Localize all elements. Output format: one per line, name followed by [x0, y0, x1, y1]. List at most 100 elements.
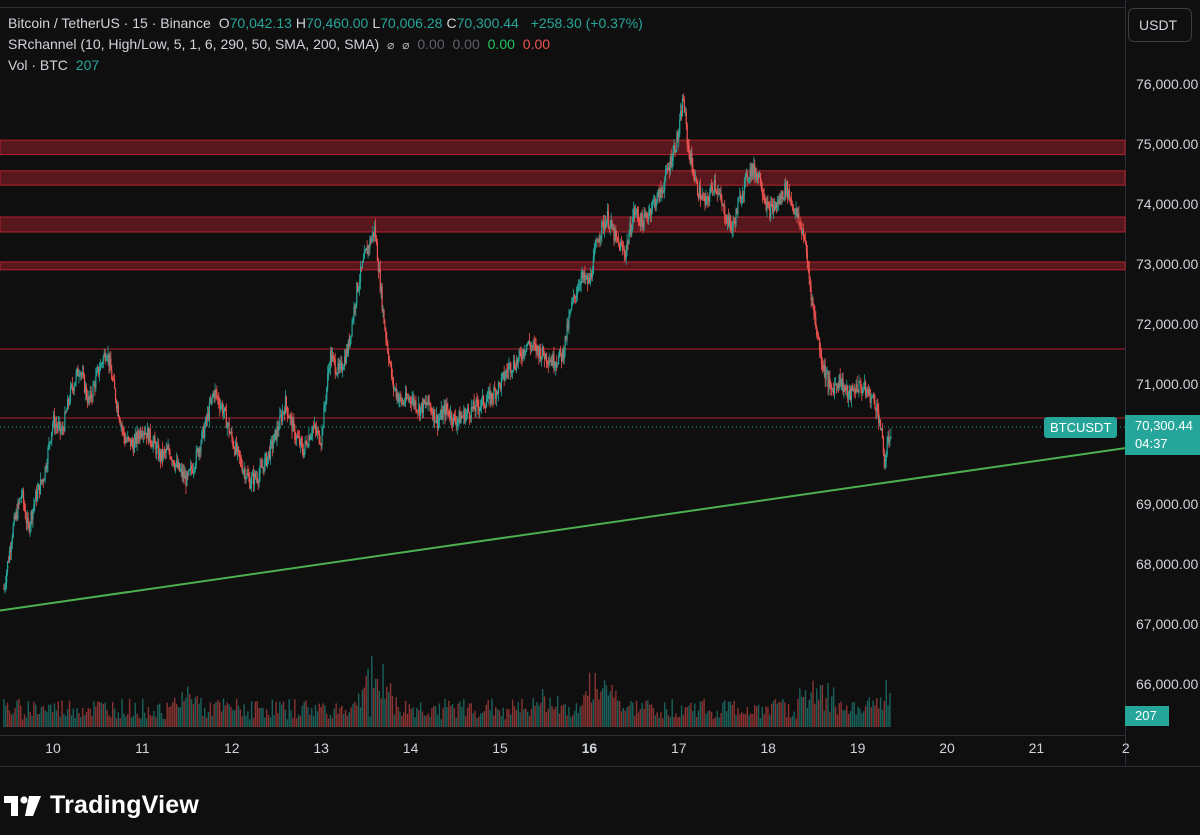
candle-body-914 [861, 388, 863, 394]
volume-bar-436 [821, 685, 824, 727]
candle-body-464 [438, 418, 440, 420]
candle-body-849 [800, 223, 802, 225]
volume-bar-8 [18, 698, 20, 727]
candle-body-673 [634, 212, 637, 215]
volume-bar-153 [290, 710, 292, 727]
candle-body-770 [726, 221, 728, 223]
volume-bar-417 [786, 717, 788, 727]
volume-bar-201 [380, 698, 382, 727]
volume-bar-215 [406, 713, 409, 727]
indicator-legend[interactable]: SRchannel (10, High/Low, 5, 1, 6, 290, 5… [8, 34, 554, 55]
symbol-title[interactable]: Bitcoin / TetherUS · 15 · Binance [8, 15, 211, 31]
candle-body-115 [111, 370, 113, 380]
candle-body-734 [692, 164, 694, 175]
candle-body-293 [278, 428, 280, 431]
volume-bar-163 [309, 714, 311, 727]
volume-bar-60 [115, 718, 118, 727]
candle-body-430 [406, 397, 409, 399]
volume-bar-354 [667, 715, 670, 727]
volume-bar-375 [707, 711, 709, 727]
volume-bar-401 [755, 706, 758, 727]
ascending-trendline[interactable] [0, 447, 1126, 612]
volume-bar-140 [265, 709, 268, 727]
volume-bar-29 [57, 701, 59, 727]
candle-body-331 [313, 424, 316, 428]
volume-bar-155 [294, 699, 296, 727]
candle-body-291 [276, 427, 278, 441]
candle-body-814 [767, 202, 769, 205]
candle-body-858 [808, 268, 810, 279]
visibility-off-icon[interactable]: ⌀ [387, 38, 395, 52]
candle-body-938 [883, 453, 885, 468]
symbol-legend[interactable]: Bitcoin / TetherUS · 15 · Binance O70,04… [8, 13, 647, 33]
volume-price-label: 207 [1125, 706, 1169, 726]
volume-bar-83 [158, 703, 161, 727]
candle-body-189 [180, 468, 182, 470]
volume-bar-61 [117, 712, 120, 727]
indicator-name[interactable]: SRchannel (10, High/Low, 5, 1, 6, 290, 5… [8, 36, 380, 52]
volume-bar-470 [885, 680, 887, 727]
candle-body-625 [589, 273, 592, 284]
price-change: +258.30 (+0.37%) [530, 15, 643, 31]
candle-body-391 [370, 238, 372, 243]
volume-bar-321 [605, 685, 608, 727]
volume-legend[interactable]: Vol · BTC 207 [8, 55, 103, 75]
candle-body-916 [863, 388, 865, 391]
candle-body-661 [623, 248, 625, 255]
volume-bar-409 [770, 703, 773, 727]
candle-body-894 [842, 378, 844, 393]
candle-body-69 [68, 398, 70, 404]
candle-body-284 [269, 441, 272, 459]
candle-body-584 [551, 360, 553, 366]
candle-body-642 [605, 220, 608, 228]
candle-body-743 [700, 199, 702, 201]
candle-body-382 [361, 262, 364, 268]
candle-body-24 [25, 518, 27, 524]
candle-body-414 [391, 377, 394, 379]
candle-body-757 [713, 180, 716, 191]
candle-body-184 [175, 460, 178, 464]
volume-bar-130 [247, 711, 249, 727]
candle-body-111 [107, 353, 109, 358]
candle-body-296 [281, 414, 283, 422]
plot-background [0, 0, 1125, 766]
volume-bar-154 [292, 717, 294, 727]
candle-body-54 [53, 415, 56, 429]
brand-name: TradingView [50, 791, 200, 819]
volume-bar-459 [864, 706, 867, 727]
candle-body-416 [393, 388, 395, 390]
volume-bar-336 [633, 715, 636, 727]
ohlc-value-h: 70,460.00 [306, 15, 369, 31]
candle-body-360 [341, 361, 343, 371]
volume-label[interactable]: Vol · BTC [8, 57, 68, 73]
volume-bar-3 [8, 710, 11, 727]
volume-bar-56 [108, 715, 110, 727]
candle-body-649 [612, 227, 614, 230]
volume-bar-193 [365, 675, 367, 727]
candle-body-781 [736, 209, 738, 215]
candle-body-503 [475, 400, 477, 412]
currency-selector[interactable]: USDT [1128, 8, 1192, 42]
candle-body-440 [416, 410, 418, 412]
tradingview-logo[interactable]: TradingView [4, 791, 199, 820]
candle-body-188 [179, 469, 181, 471]
volume-bar-364 [686, 706, 688, 727]
candle-body-161 [154, 437, 156, 444]
volume-bar-133 [252, 717, 255, 727]
candle-body-696 [656, 193, 658, 203]
candle-body-589 [556, 363, 558, 365]
visibility-off-icon-2[interactable]: ⌀ [402, 38, 410, 52]
candle-body-535 [505, 370, 507, 377]
candle-body-435 [411, 399, 413, 404]
candle-body-90 [87, 396, 89, 403]
candle-body-627 [591, 274, 593, 278]
candle-body-245 [233, 446, 235, 449]
candle-body-475 [449, 415, 451, 419]
candle-body-825 [777, 199, 779, 205]
candle-body-431 [407, 397, 410, 400]
volume-bar-6 [14, 708, 16, 727]
candle-body-528 [498, 382, 501, 384]
candle-body-634 [598, 238, 600, 243]
candle-body-384 [363, 252, 365, 260]
